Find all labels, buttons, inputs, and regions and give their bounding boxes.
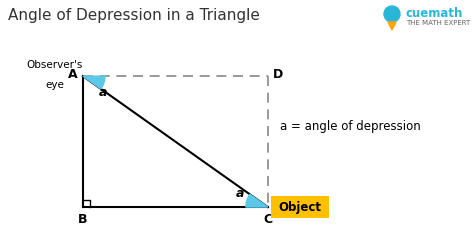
Text: Object: Object (278, 201, 321, 213)
Circle shape (384, 6, 400, 22)
FancyBboxPatch shape (271, 196, 329, 218)
Text: B: B (78, 213, 88, 226)
Text: THE MATH EXPERT: THE MATH EXPERT (406, 20, 470, 26)
Text: Angle of Depression in a Triangle: Angle of Depression in a Triangle (8, 8, 260, 23)
Text: A: A (68, 68, 78, 81)
Text: Observer's: Observer's (27, 60, 83, 70)
Polygon shape (388, 22, 396, 30)
Text: a: a (236, 187, 244, 199)
Text: C: C (263, 213, 273, 226)
Text: D: D (273, 68, 283, 81)
Text: eye: eye (46, 80, 64, 90)
Text: a: a (99, 86, 107, 99)
Wedge shape (83, 76, 105, 89)
Text: cuemath: cuemath (406, 7, 464, 20)
Wedge shape (246, 194, 268, 207)
Text: a = angle of depression: a = angle of depression (280, 120, 420, 133)
